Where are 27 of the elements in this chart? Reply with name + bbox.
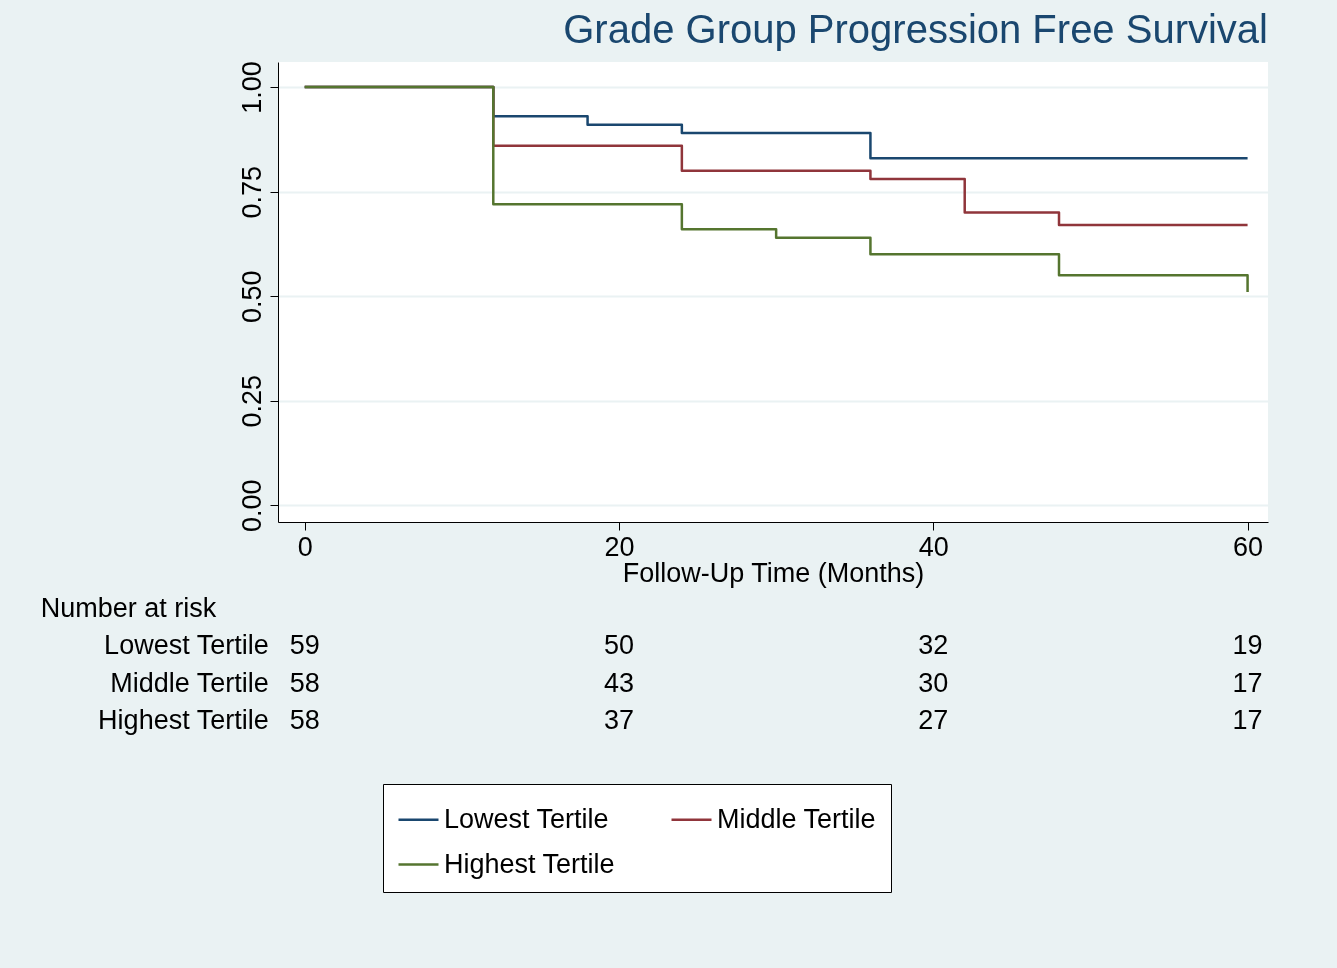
legend-label: Lowest Tertile <box>444 803 609 834</box>
text: 30 <box>918 667 949 698</box>
text: 43 <box>603 667 635 698</box>
legend-label: Highest Tertile <box>444 848 615 879</box>
x-tick-label: 60 <box>1233 531 1264 562</box>
text: Number at risk <box>40 592 217 623</box>
text: 50 <box>603 630 635 661</box>
legend-label: Middle Tertile <box>717 803 876 834</box>
text: 58 <box>289 667 320 698</box>
y-tick-label: 0.75 <box>236 165 267 219</box>
text: Highest Tertile <box>98 705 269 736</box>
y-tick-label: 1.00 <box>236 61 267 114</box>
chart-title: Grade Group Progression Free Survival <box>563 6 1268 51</box>
text: 27 <box>918 705 949 736</box>
y-tick-label: 0.25 <box>236 374 267 428</box>
x-tick-label: 0 <box>297 531 313 562</box>
y-tick-label: 0.00 <box>236 479 267 533</box>
y-tick-label: 0.50 <box>236 270 267 323</box>
text: 58 <box>289 705 320 736</box>
text: 19 <box>1232 630 1263 661</box>
text: 37 <box>603 705 635 736</box>
text: Lowest Tertile <box>104 630 269 661</box>
text: 32 <box>918 630 949 661</box>
text: 17 <box>1232 667 1263 698</box>
text: Middle Tertile <box>110 667 269 698</box>
text: 17 <box>1232 705 1263 736</box>
text: 59 <box>289 630 320 661</box>
